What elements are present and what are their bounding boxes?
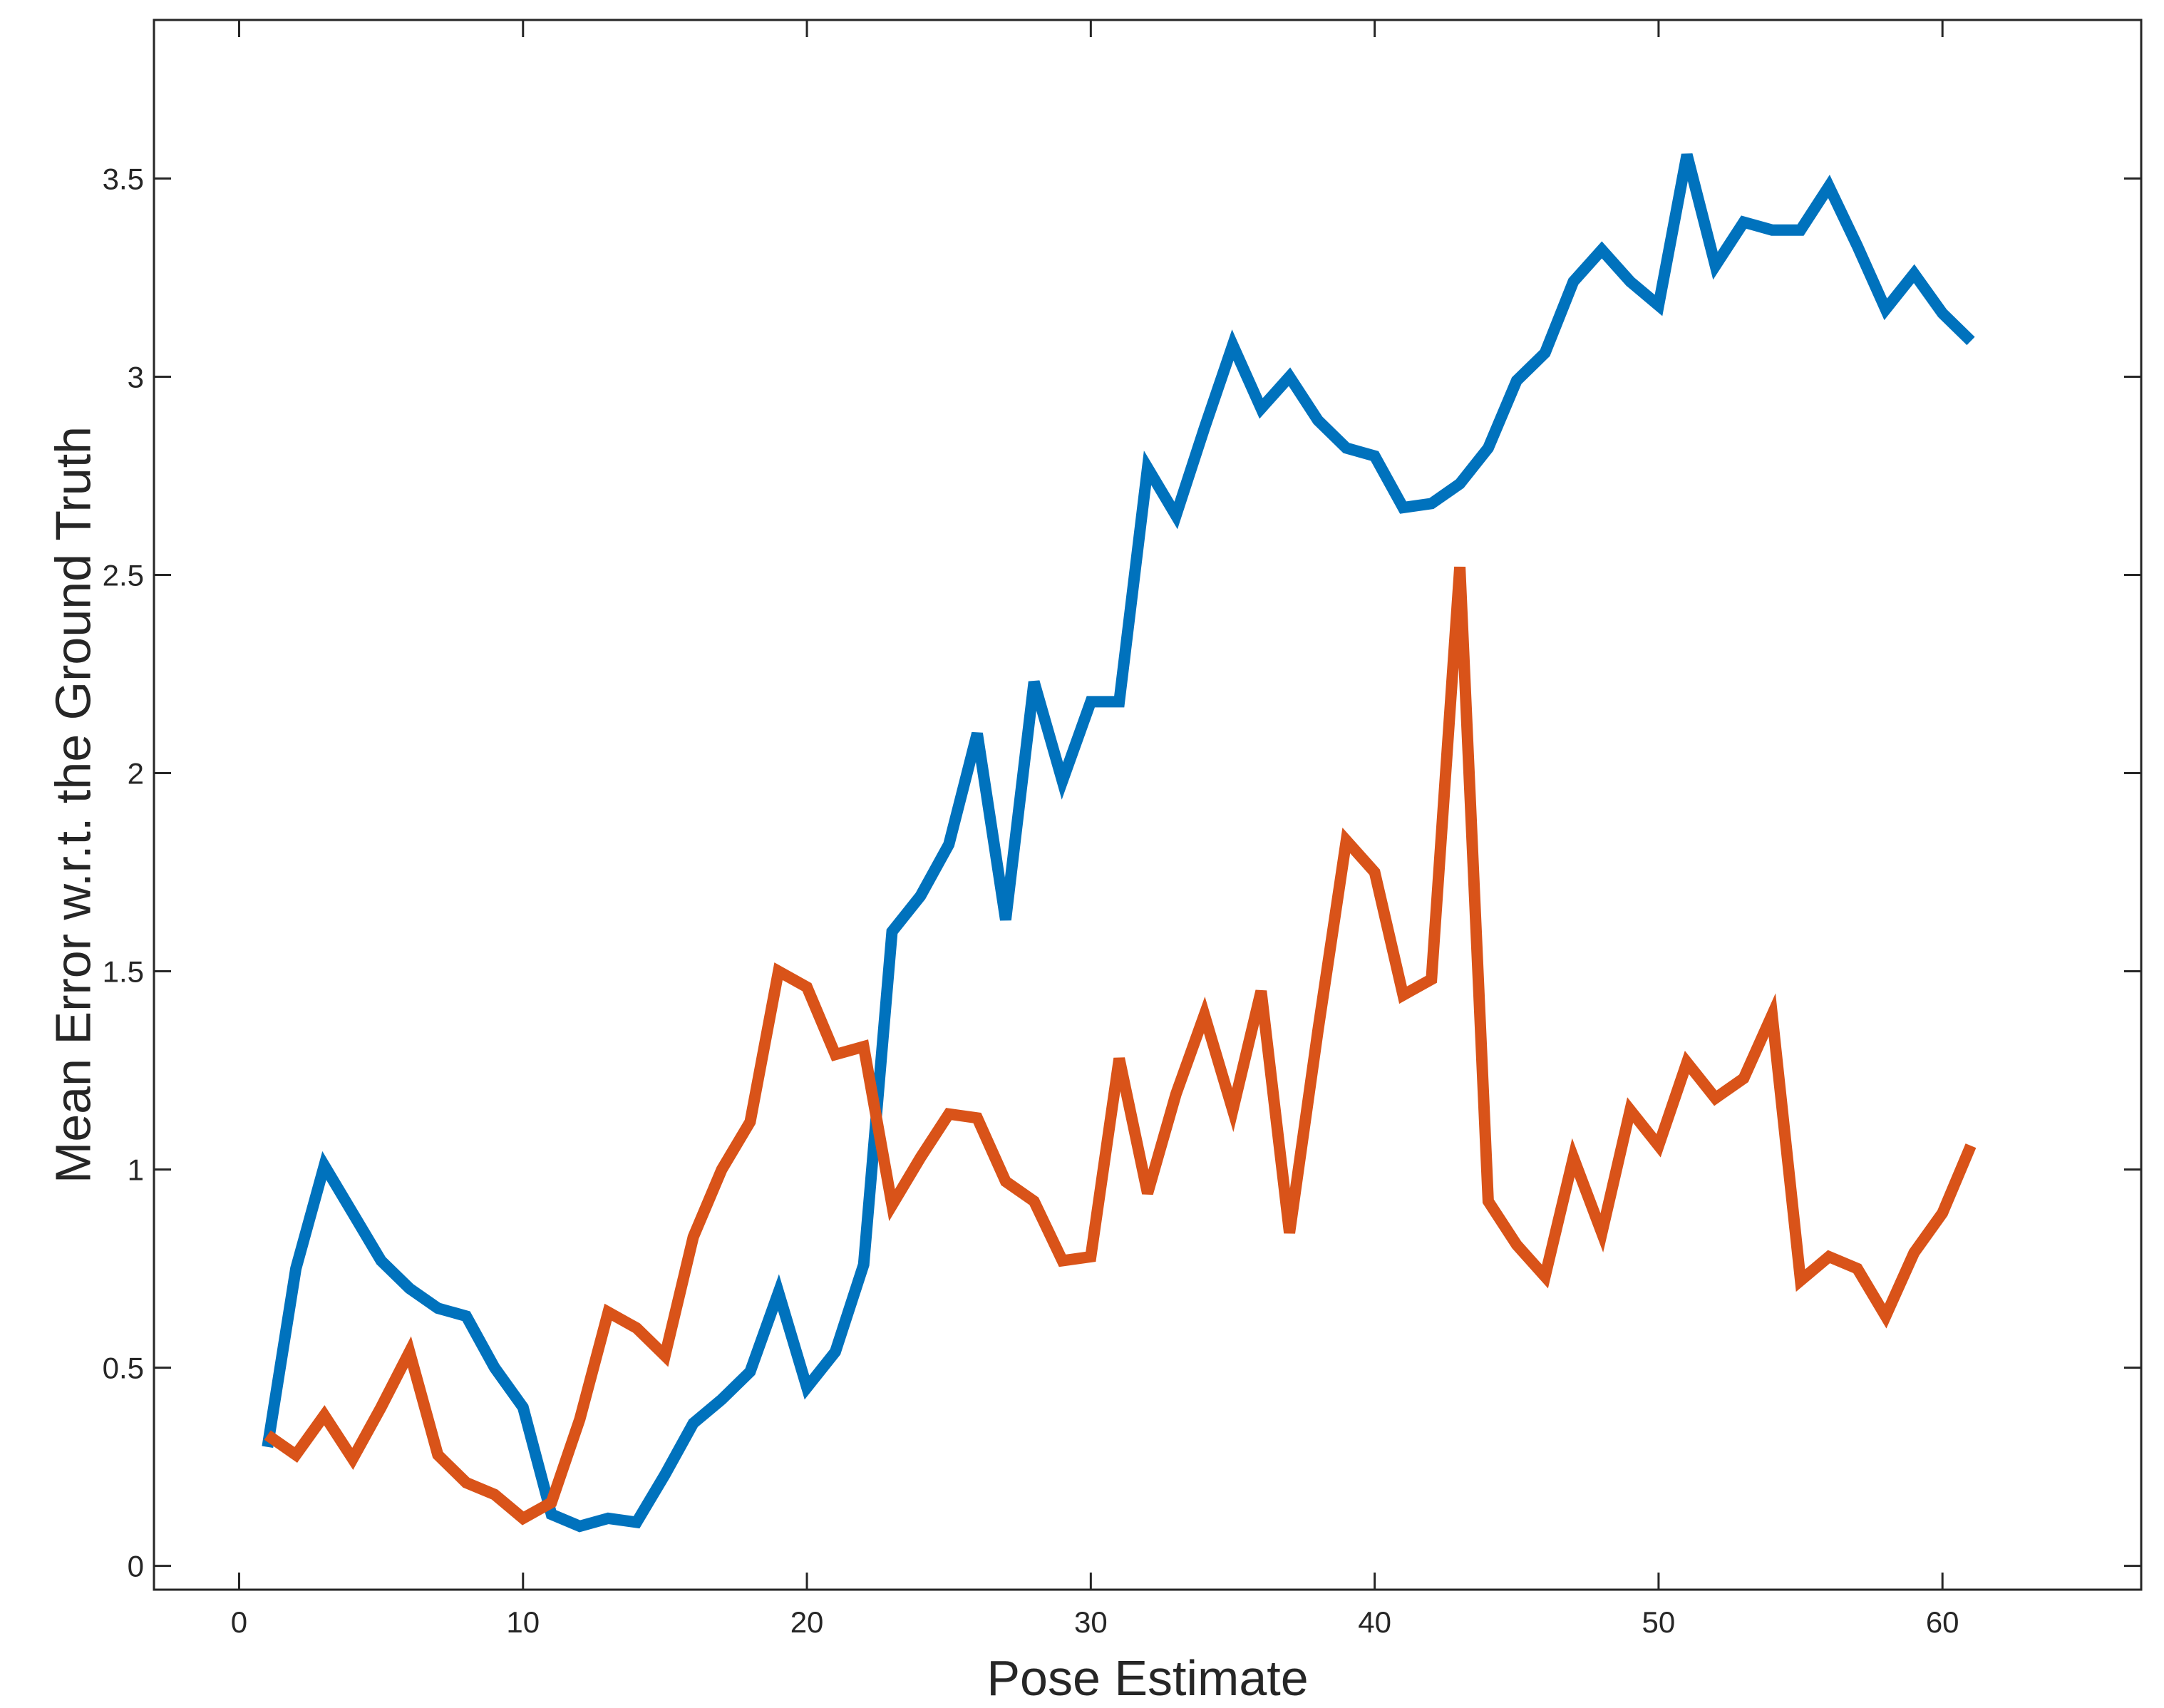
plot-area-frame (153, 19, 2143, 1591)
x-tick-label: 60 (1926, 1605, 1959, 1639)
y-tick-label: 1.5 (103, 955, 144, 989)
y-tick-label: 1 (128, 1153, 144, 1187)
y-tick-label: 2.5 (103, 558, 144, 592)
x-tick-label: 40 (1358, 1605, 1391, 1639)
x-tick-label: 0 (231, 1605, 247, 1639)
y-axis-title: Mean Error w.r.t. the Ground Truth (45, 426, 101, 1183)
y-tick-label: 3.5 (103, 162, 144, 195)
y-tick-label: 2 (128, 757, 144, 791)
x-tick-label: 10 (506, 1605, 540, 1639)
axis-ticks: 0 10 20 30 40 50 60 0 0.5 1 1.5 2 2.5 3 3.5 (103, 20, 2141, 1639)
x-axis-title: Pose Estimate (986, 1650, 1308, 1706)
series-line-2 (264, 566, 1977, 1526)
series-line-1 (262, 153, 1975, 1533)
y-tick-label: 0 (128, 1550, 144, 1583)
y-tick-label: 0.5 (103, 1352, 144, 1385)
series-layer (262, 153, 1977, 1533)
y-tick-label: 3 (128, 360, 144, 393)
x-tick-label: 30 (1074, 1605, 1108, 1639)
x-tick-label: 20 (790, 1605, 824, 1639)
x-tick-label: 50 (1642, 1605, 1676, 1639)
